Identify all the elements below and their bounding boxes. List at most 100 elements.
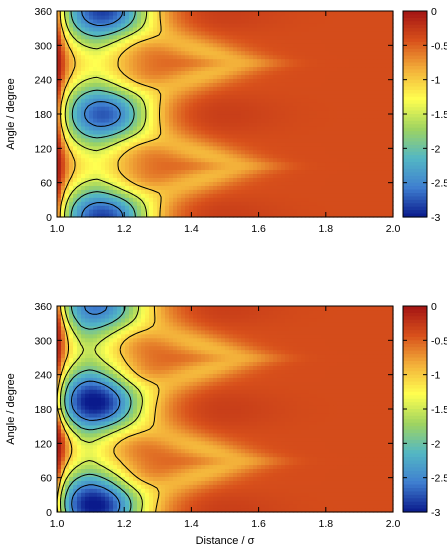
heatmap-cell (389, 98, 394, 103)
heatmap-cell (225, 508, 230, 513)
heatmap-cell (349, 496, 354, 501)
heatmap-cell (101, 141, 106, 147)
heatmap-cell (89, 94, 94, 99)
heatmap-cell (309, 34, 314, 40)
heatmap-cell (57, 492, 62, 497)
heatmap-cell (149, 58, 154, 64)
heatmap-cell (165, 46, 170, 52)
heatmap-cell (385, 26, 390, 32)
heatmap-cell (157, 42, 162, 48)
heatmap-cell (293, 504, 298, 509)
heatmap-cell (341, 181, 346, 186)
heatmap-cell (273, 133, 278, 139)
heatmap-cell (369, 38, 374, 44)
heatmap-cell (357, 78, 362, 83)
heatmap-cell (145, 38, 150, 44)
heatmap-cell (293, 181, 298, 186)
heatmap-cell (225, 38, 230, 44)
heatmap-cell (105, 177, 110, 182)
heatmap-cell (105, 98, 110, 103)
heatmap-cell (321, 98, 326, 103)
heatmap-cell (105, 82, 110, 87)
heatmap-cell (221, 26, 226, 32)
colorbar-swatch (403, 89, 427, 94)
heatmap-cell (133, 169, 138, 175)
heatmap-cell (249, 66, 254, 72)
heatmap-cell (169, 129, 174, 135)
heatmap-cell (69, 181, 74, 186)
heatmap-cell (185, 165, 190, 171)
heatmap-cell (389, 125, 394, 131)
heatmap-cell (261, 117, 266, 123)
heatmap-cell (333, 504, 338, 509)
heatmap-cell (181, 504, 186, 509)
heatmap-cell (317, 121, 322, 127)
heatmap-cell (73, 70, 78, 75)
heatmap-cell (381, 213, 386, 218)
heatmap-cell (105, 38, 110, 44)
heatmap-cell (161, 504, 166, 509)
heatmap-cell (325, 121, 330, 127)
heatmap-cell (189, 110, 194, 115)
heatmap-cell (153, 14, 158, 20)
heatmap-cell (325, 137, 330, 143)
heatmap-cell (61, 504, 66, 509)
y-tick-label: 180 (34, 109, 52, 121)
heatmap-cell (237, 165, 242, 171)
heatmap-cell (357, 26, 362, 32)
heatmap-cell (369, 145, 374, 151)
heatmap-cell (293, 173, 298, 178)
heatmap-cell (137, 90, 142, 95)
heatmap-cell (85, 98, 90, 103)
heatmap-cell (101, 42, 106, 48)
heatmap-cell (109, 78, 114, 83)
heatmap-cell (109, 169, 114, 175)
heatmap-cell (345, 18, 350, 24)
heatmap-cell (157, 30, 162, 36)
heatmap-cell (293, 185, 298, 190)
heatmap-cell (81, 38, 86, 44)
heatmap-cell (293, 149, 298, 155)
heatmap-cell (93, 30, 98, 36)
heatmap-cell (353, 169, 358, 175)
heatmap-cell (141, 173, 146, 178)
heatmap-cell (205, 125, 210, 131)
heatmap-cell (189, 165, 194, 171)
heatmap-cell (93, 102, 98, 107)
heatmap-cell (313, 62, 318, 68)
heatmap-cell (293, 213, 298, 218)
heatmap-cell (209, 129, 214, 135)
heatmap-cell (373, 197, 378, 202)
heatmap-cell (265, 197, 270, 202)
heatmap-cell (357, 110, 362, 115)
heatmap-cell (381, 58, 386, 64)
heatmap-cell (269, 157, 274, 163)
heatmap-cell (273, 193, 278, 198)
heatmap-cell (269, 205, 274, 210)
heatmap-cell (377, 165, 382, 171)
heatmap-cell (293, 193, 298, 198)
heatmap-cell (109, 110, 114, 115)
heatmap-cell (265, 209, 270, 214)
heatmap-cell (369, 121, 374, 127)
heatmap-cell (161, 500, 166, 505)
heatmap-cell (245, 50, 250, 56)
heatmap-cell (381, 110, 386, 115)
heatmap-cell (297, 492, 302, 497)
heatmap-cell (221, 161, 226, 167)
heatmap-cell (77, 129, 82, 135)
heatmap-cell (341, 145, 346, 151)
heatmap-cell (181, 106, 186, 111)
heatmap-cell (229, 125, 234, 131)
heatmap-cell (341, 98, 346, 103)
heatmap-cell (365, 26, 370, 32)
heatmap-cell (249, 177, 254, 182)
heatmap-cell (309, 145, 314, 151)
heatmap-cell (265, 62, 270, 68)
heatmap-cell (197, 149, 202, 155)
heatmap-cell (365, 98, 370, 103)
heatmap-cell (381, 98, 386, 103)
heatmap-cell (93, 496, 98, 501)
heatmap-cell (293, 90, 298, 95)
heatmap-cell (85, 50, 90, 56)
